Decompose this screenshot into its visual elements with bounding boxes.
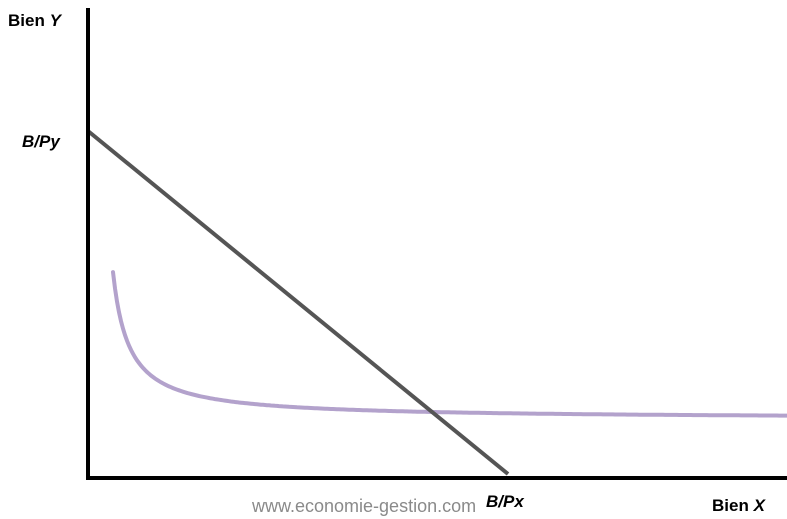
x-axis-label-word: Bien — [712, 496, 749, 515]
watermark-text: www.economie-gestion.com — [252, 496, 477, 516]
budget-y-intercept-label: B/Py — [22, 132, 60, 151]
budget-line — [86, 129, 510, 476]
y-axis-label: Bien Y — [8, 11, 61, 31]
x-axis-label-variable: X — [753, 496, 765, 515]
y-axis-label-word: Bien — [8, 11, 45, 30]
x-axis-label: Bien X — [712, 496, 765, 516]
y-axis-label-variable: Y — [49, 11, 61, 30]
indifference-curve — [111, 270, 787, 418]
budget-x-intercept-label: B/Px — [486, 492, 524, 511]
